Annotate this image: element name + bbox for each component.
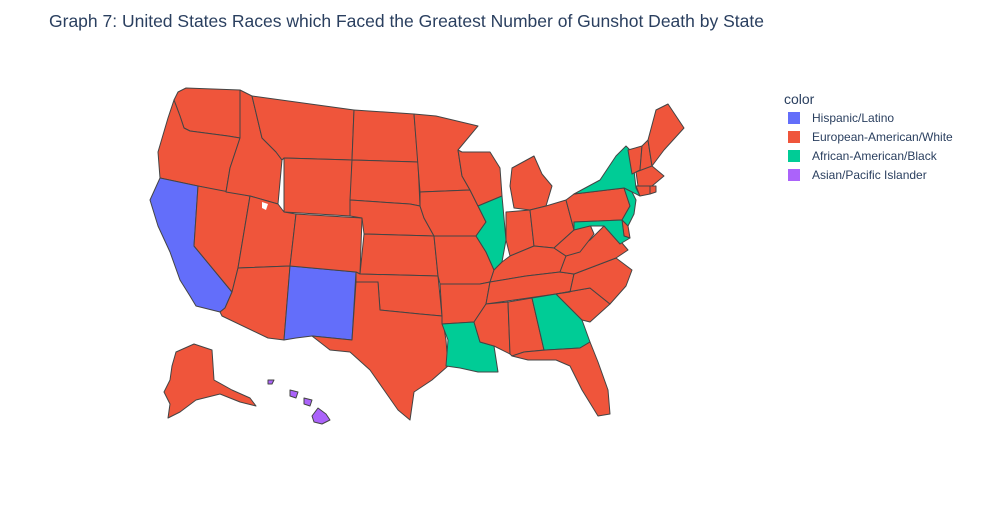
legend-label: African-American/Black [812, 149, 937, 163]
state-hi[interactable] [267, 379, 275, 385]
legend-swatch [788, 169, 800, 181]
legend-item-black[interactable]: African-American/Black [788, 148, 937, 164]
legend-swatch [788, 131, 800, 143]
state-ri[interactable] [649, 185, 657, 195]
chart-title: Graph 7: United States Races which Faced… [49, 11, 764, 31]
great-salt-lake [262, 202, 268, 210]
state-co[interactable] [289, 213, 363, 275]
state-me[interactable] [647, 103, 685, 167]
state-ks[interactable] [359, 233, 439, 277]
legend-item-white[interactable]: European-American/White [788, 129, 953, 145]
state-tx[interactable] [311, 281, 449, 421]
state-hi[interactable] [289, 389, 299, 399]
state-ak[interactable] [163, 343, 257, 419]
legend-swatch [788, 150, 800, 162]
state-md[interactable] [573, 219, 631, 245]
state-mi[interactable] [509, 155, 553, 211]
legend-label: Hispanic/Latino [812, 111, 895, 125]
state-nm[interactable] [283, 265, 357, 341]
state-wy[interactable] [283, 157, 353, 217]
state-nj[interactable] [621, 187, 637, 227]
legend-label: Asian/Pacific Islander [812, 168, 927, 182]
legend-swatch [788, 112, 800, 124]
state-fl[interactable] [511, 341, 611, 417]
legend-item-hispanic[interactable]: Hispanic/Latino [788, 110, 894, 126]
state-ma[interactable] [635, 165, 665, 187]
legend-label: European-American/White [812, 130, 953, 144]
state-hi[interactable] [303, 397, 313, 407]
legend-title: color [784, 91, 815, 107]
state-hi[interactable] [311, 407, 331, 425]
state-sd[interactable] [349, 159, 421, 207]
legend-item-asian[interactable]: Asian/Pacific Islander [788, 167, 927, 183]
state-nd[interactable] [351, 109, 419, 163]
